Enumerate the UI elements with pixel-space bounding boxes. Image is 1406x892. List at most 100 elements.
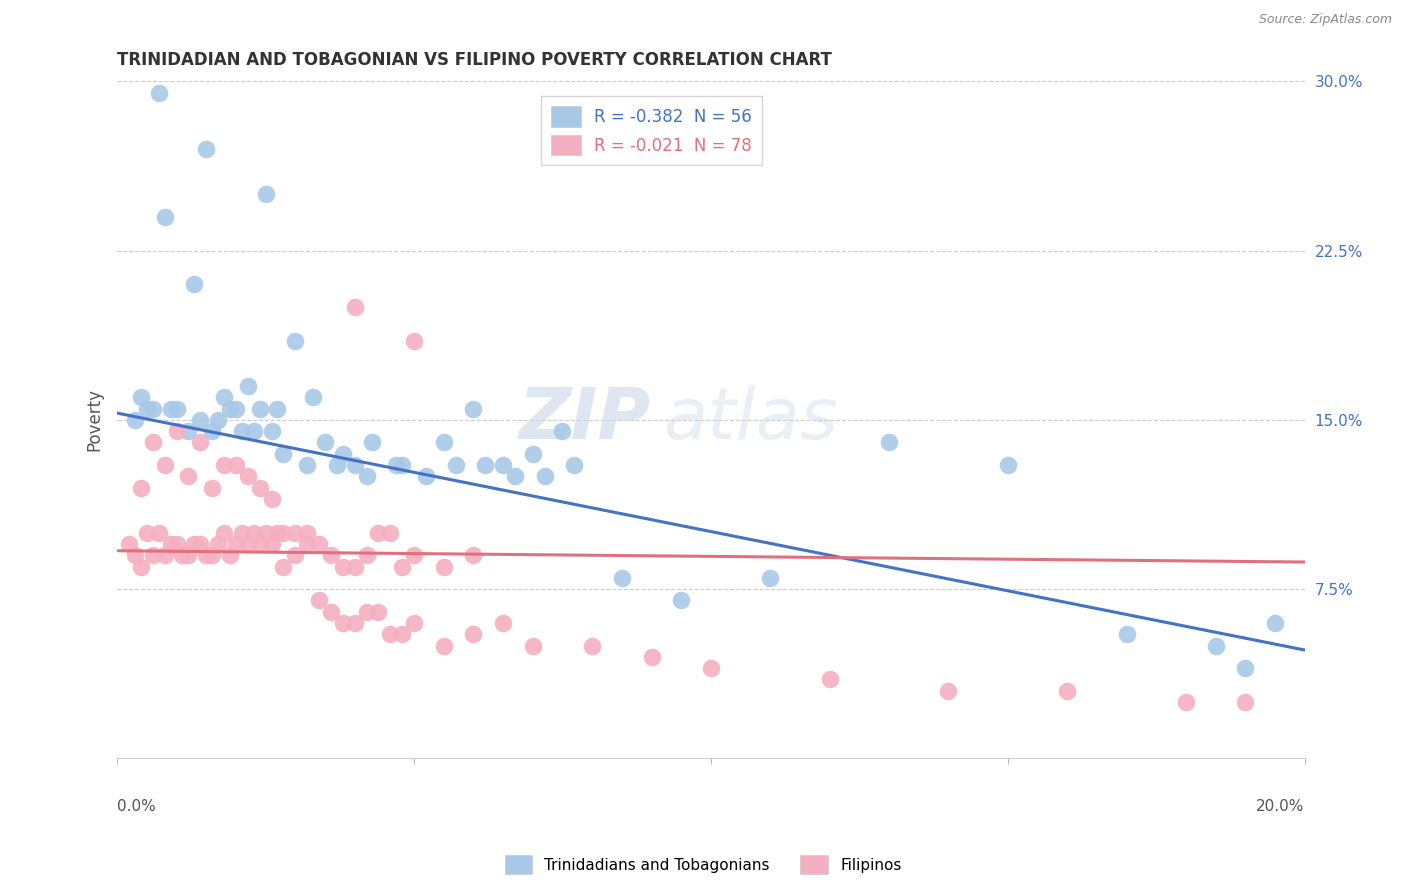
Point <box>183 537 205 551</box>
Point <box>380 627 402 641</box>
Text: Source: ZipAtlas.com: Source: ZipAtlas.com <box>1258 13 1392 27</box>
Point <box>367 525 389 540</box>
Point <box>177 548 200 562</box>
Text: atlas: atlas <box>664 385 838 454</box>
Point <box>1234 695 1257 709</box>
Legend: R = -0.382  N = 56, R = -0.021  N = 78: R = -0.382 N = 56, R = -0.021 N = 78 <box>541 96 762 165</box>
Text: ZIP: ZIP <box>519 385 651 454</box>
Point <box>402 548 425 562</box>
Point <box>207 537 229 551</box>
Point <box>314 435 336 450</box>
Point <box>391 458 413 472</box>
Point <box>343 300 366 314</box>
Point <box>183 277 205 292</box>
Point <box>142 435 165 450</box>
Point <box>212 458 235 472</box>
Point <box>166 401 188 416</box>
Point <box>273 559 295 574</box>
Point <box>148 86 170 100</box>
Point <box>129 390 152 404</box>
Point <box>201 481 224 495</box>
Point <box>266 525 288 540</box>
Point <box>284 548 307 562</box>
Point <box>700 661 723 675</box>
Point <box>1115 627 1137 641</box>
Point <box>503 469 526 483</box>
Point <box>326 458 349 472</box>
Point <box>295 458 318 472</box>
Point <box>260 537 283 551</box>
Point <box>343 458 366 472</box>
Point <box>295 525 318 540</box>
Point <box>188 413 211 427</box>
Point <box>1056 683 1078 698</box>
Point <box>166 537 188 551</box>
Point <box>135 401 157 416</box>
Point <box>159 401 181 416</box>
Point <box>177 469 200 483</box>
Point <box>433 559 456 574</box>
Point <box>877 435 900 450</box>
Point <box>260 424 283 438</box>
Point <box>153 458 176 472</box>
Point <box>1205 639 1227 653</box>
Point <box>249 481 271 495</box>
Point <box>188 537 211 551</box>
Point <box>129 481 152 495</box>
Point <box>195 548 218 562</box>
Point <box>177 424 200 438</box>
Point <box>308 593 330 607</box>
Point <box>284 525 307 540</box>
Point <box>124 413 146 427</box>
Point <box>356 548 378 562</box>
Point <box>212 390 235 404</box>
Point <box>231 525 253 540</box>
Point <box>142 401 165 416</box>
Point <box>135 525 157 540</box>
Point <box>118 537 141 551</box>
Point <box>640 649 662 664</box>
Point <box>159 537 181 551</box>
Point <box>938 683 960 698</box>
Point <box>219 548 242 562</box>
Point <box>343 615 366 630</box>
Point <box>533 469 555 483</box>
Point <box>671 593 693 607</box>
Point <box>433 435 456 450</box>
Point <box>236 379 259 393</box>
Point <box>415 469 437 483</box>
Point <box>332 559 354 574</box>
Point <box>463 548 485 562</box>
Point <box>361 435 384 450</box>
Point <box>129 559 152 574</box>
Point <box>242 525 264 540</box>
Point <box>343 559 366 574</box>
Point <box>295 537 318 551</box>
Point <box>356 605 378 619</box>
Point <box>433 639 456 653</box>
Point <box>153 210 176 224</box>
Point <box>391 559 413 574</box>
Point <box>225 537 247 551</box>
Point <box>260 491 283 506</box>
Point <box>273 525 295 540</box>
Point <box>1174 695 1197 709</box>
Point <box>254 525 277 540</box>
Point <box>474 458 496 472</box>
Point <box>380 525 402 540</box>
Point <box>172 548 194 562</box>
Point <box>997 458 1019 472</box>
Point <box>148 525 170 540</box>
Point <box>356 469 378 483</box>
Point <box>273 447 295 461</box>
Point <box>225 401 247 416</box>
Point <box>201 424 224 438</box>
Point <box>319 548 342 562</box>
Point <box>581 639 603 653</box>
Point <box>610 571 633 585</box>
Point <box>444 458 467 472</box>
Text: TRINIDADIAN AND TOBAGONIAN VS FILIPINO POVERTY CORRELATION CHART: TRINIDADIAN AND TOBAGONIAN VS FILIPINO P… <box>117 51 832 69</box>
Point <box>564 458 586 472</box>
Point <box>492 458 515 472</box>
Point <box>463 627 485 641</box>
